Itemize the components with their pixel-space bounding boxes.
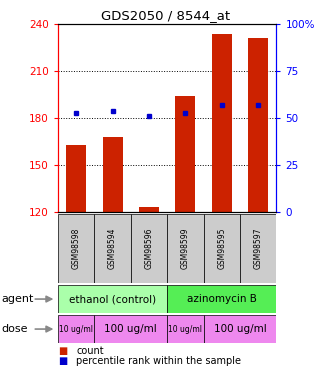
- Bar: [167, 214, 204, 283]
- Text: dose: dose: [2, 324, 28, 334]
- Text: azinomycin B: azinomycin B: [187, 294, 257, 304]
- Text: 10 ug/ml: 10 ug/ml: [59, 324, 93, 334]
- Bar: [66, 145, 86, 212]
- Text: GSM98594: GSM98594: [108, 228, 117, 269]
- Bar: [248, 39, 268, 212]
- Text: 100 ug/ml: 100 ug/ml: [104, 324, 157, 334]
- Bar: [240, 214, 276, 283]
- Bar: [167, 315, 204, 343]
- Text: ■: ■: [58, 346, 67, 356]
- Text: GSM98595: GSM98595: [217, 228, 226, 269]
- Text: GSM98596: GSM98596: [144, 228, 154, 269]
- Bar: [204, 214, 240, 283]
- Bar: [139, 207, 159, 212]
- Bar: [103, 137, 122, 212]
- Bar: [94, 315, 167, 343]
- Bar: [58, 214, 94, 283]
- Bar: [58, 285, 167, 313]
- Text: GSM98598: GSM98598: [71, 228, 81, 269]
- Bar: [131, 214, 167, 283]
- Text: ■: ■: [58, 356, 67, 366]
- Text: GSM98597: GSM98597: [254, 228, 263, 269]
- Bar: [175, 96, 195, 212]
- Bar: [204, 315, 276, 343]
- Text: 100 ug/ml: 100 ug/ml: [213, 324, 266, 334]
- Text: GSM98599: GSM98599: [181, 228, 190, 269]
- Text: percentile rank within the sample: percentile rank within the sample: [76, 356, 241, 366]
- Text: 10 ug/ml: 10 ug/ml: [168, 324, 202, 334]
- Text: agent: agent: [2, 294, 34, 304]
- Bar: [94, 214, 131, 283]
- Text: GDS2050 / 8544_at: GDS2050 / 8544_at: [101, 9, 230, 22]
- Bar: [167, 285, 276, 313]
- Text: ethanol (control): ethanol (control): [69, 294, 156, 304]
- Bar: [212, 34, 232, 212]
- Text: count: count: [76, 346, 104, 356]
- Bar: [58, 315, 94, 343]
